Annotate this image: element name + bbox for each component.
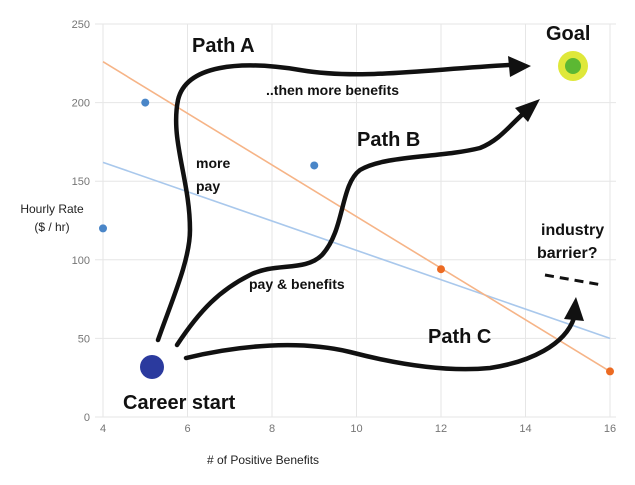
data-point-series-1	[141, 98, 150, 107]
x-tick-label: 12	[435, 423, 447, 435]
y-tick-label: 150	[72, 176, 90, 188]
y-axis-ticks: 0 50 100 150 200 250	[72, 19, 90, 424]
data-point-series-1	[310, 161, 319, 170]
path-a-label: Path A	[192, 35, 255, 57]
y-axis-title-line2: ($ / hr)	[34, 220, 69, 234]
pay-and-benefits-label: pay & benefits	[249, 276, 345, 292]
y-tick-label: 250	[72, 19, 90, 31]
y-tick-label: 0	[84, 412, 90, 424]
y-tick-label: 100	[72, 255, 90, 267]
x-tick-label: 10	[350, 423, 362, 435]
y-tick-label: 50	[78, 333, 90, 345]
path-a-arrow	[155, 62, 513, 343]
industry-barrier-label-line1: industry	[541, 222, 604, 239]
data-point-series-2	[606, 367, 614, 376]
then-more-benefits-label: ..then more benefits	[266, 82, 399, 98]
path-b-label: Path B	[357, 129, 420, 151]
industry-barrier-dashed-line	[544, 273, 603, 287]
data-points	[99, 98, 614, 376]
path-c-label: Path C	[428, 326, 491, 348]
x-tick-label: 16	[604, 423, 616, 435]
path-a-arrowhead	[508, 56, 531, 77]
x-axis-title: # of Positive Benefits	[207, 453, 319, 467]
more-pay-label-line1: more	[196, 155, 230, 171]
y-tick-label: 200	[72, 98, 90, 110]
x-tick-label: 6	[184, 423, 190, 435]
path-c-arrowhead	[564, 297, 584, 321]
y-axis-title-line1: Hourly Rate	[20, 202, 84, 216]
data-point-series-1	[99, 224, 107, 233]
x-tick-label: 4	[100, 423, 106, 435]
x-tick-label: 14	[519, 423, 531, 435]
trendline-series-2	[102, 61, 611, 373]
industry-barrier-label-line2: barrier?	[537, 245, 597, 262]
more-pay-label-line2: pay	[196, 178, 220, 194]
x-axis-ticks: 4 6 8 10 12 14 16	[100, 423, 616, 435]
path-b-arrow	[174, 110, 527, 348]
career-start-label: Career start	[123, 392, 236, 414]
x-tick-label: 8	[269, 423, 275, 435]
goal-label: Goal	[546, 23, 590, 45]
data-point-series-2	[437, 265, 445, 274]
path-b-arrowhead	[515, 99, 540, 122]
path-c-arrow	[183, 315, 577, 372]
goal-target-inner	[565, 58, 581, 74]
career-start-dot	[140, 355, 164, 379]
